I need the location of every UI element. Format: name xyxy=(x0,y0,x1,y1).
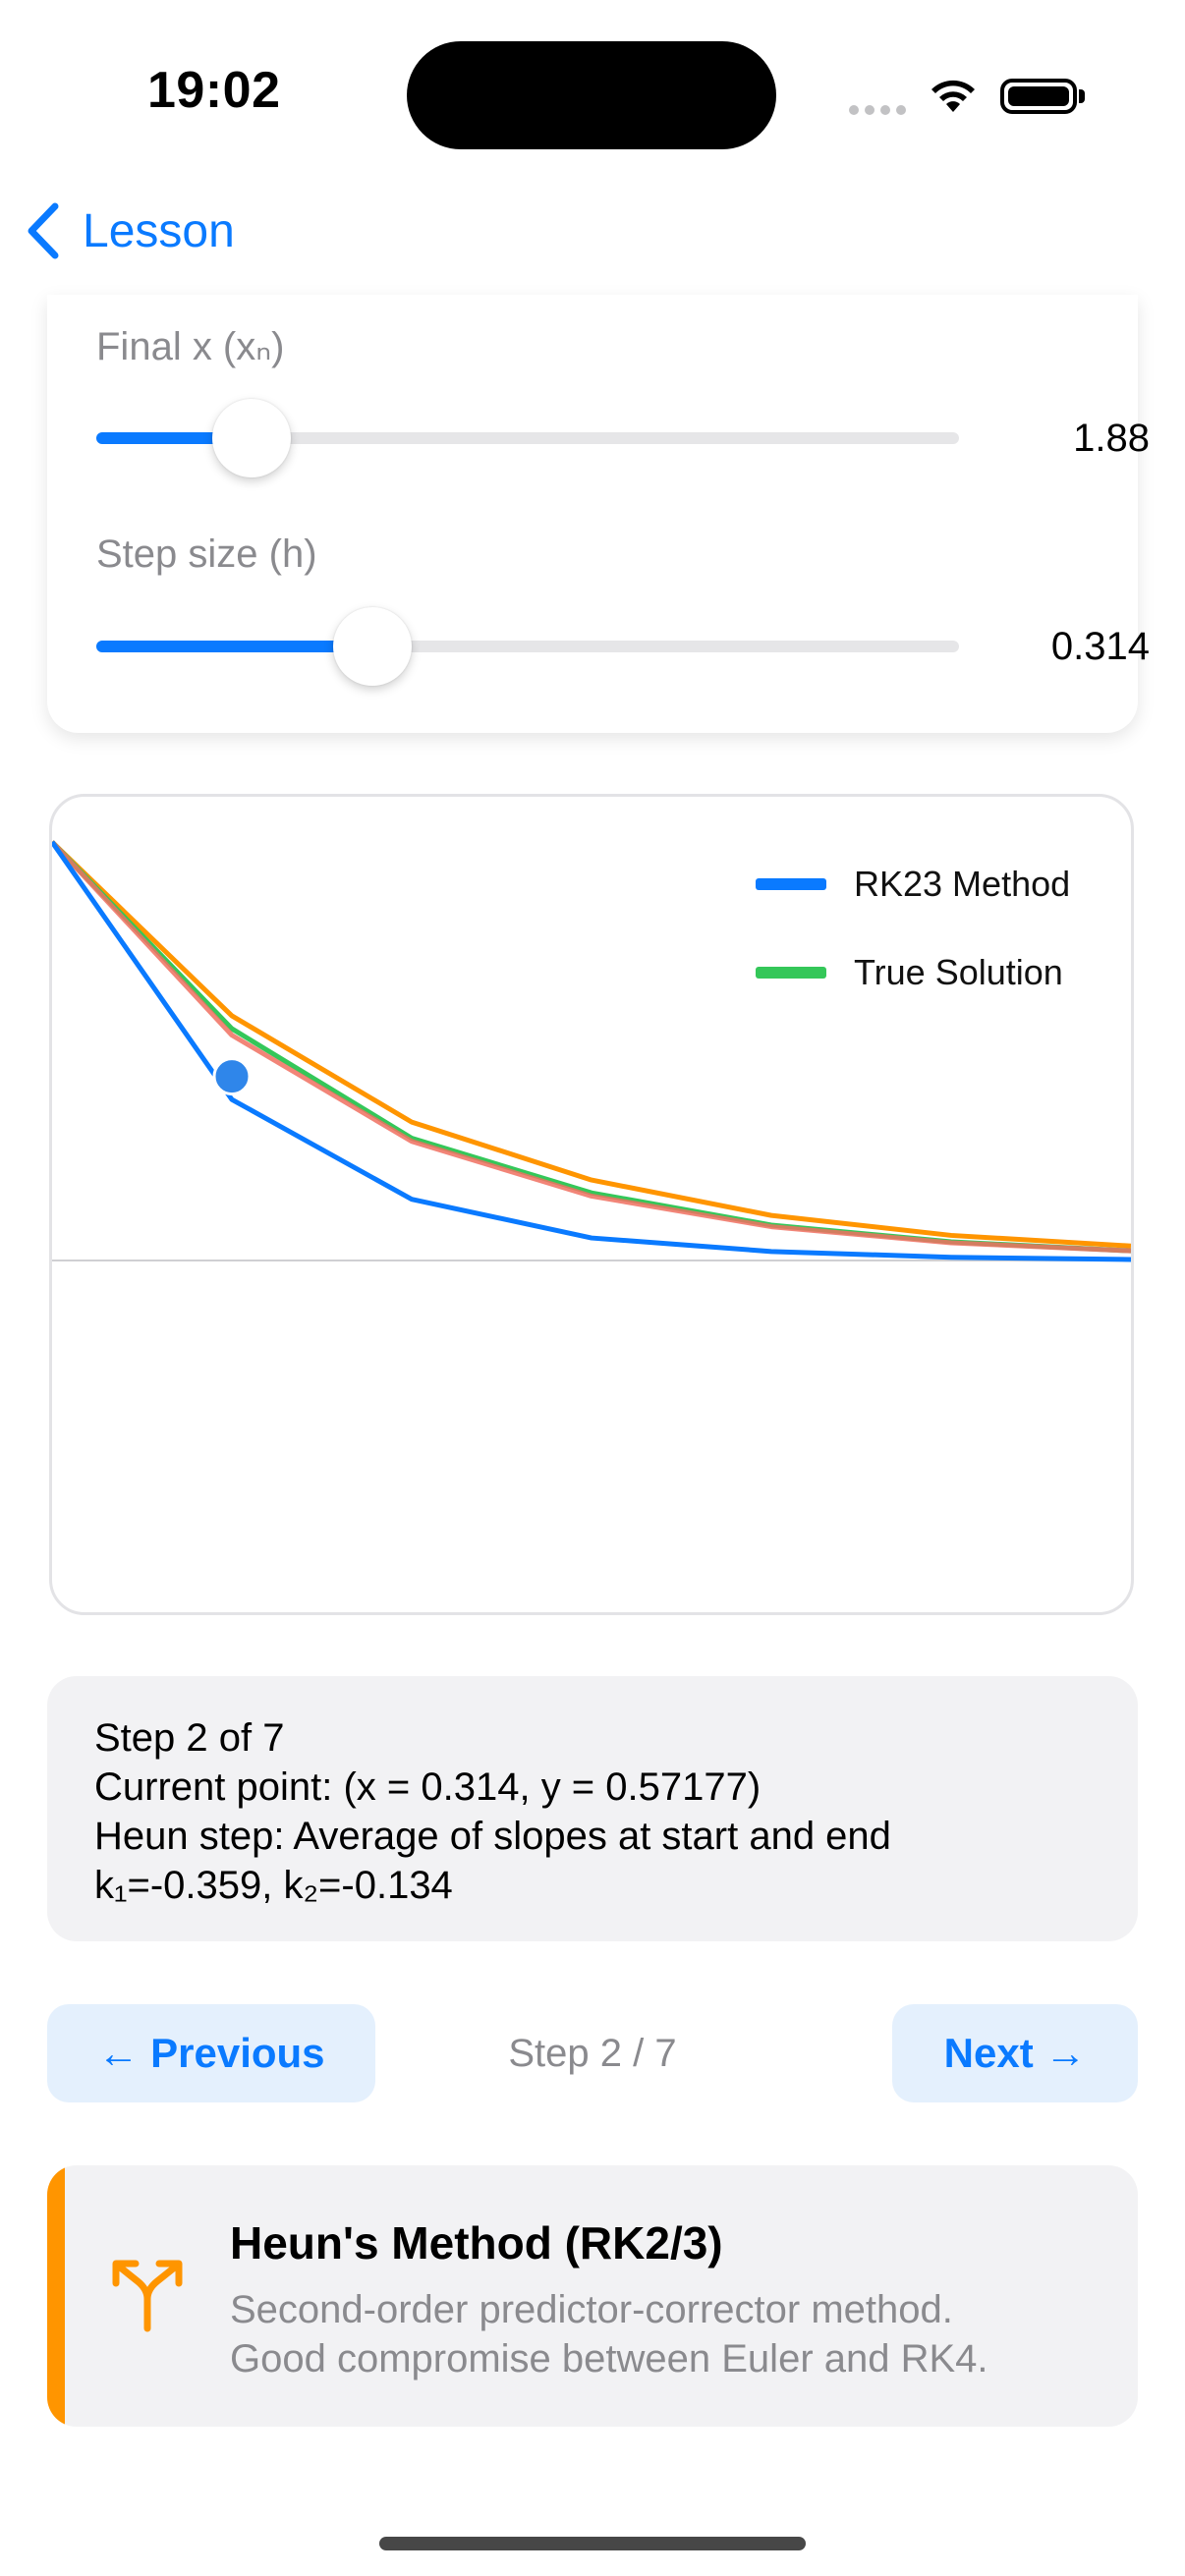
step-indicator: Step 2 / 7 xyxy=(508,2031,677,2075)
legend-swatch-true-solution xyxy=(756,967,826,979)
step-count-text: Step 2 of 7 xyxy=(94,1716,285,1760)
series-line-coral xyxy=(52,840,1131,1254)
step-size-slider-thumb[interactable] xyxy=(332,607,412,686)
series-line-orange xyxy=(52,840,1131,1249)
slopes-text: k₁=-0.359, k₂=-0.134 xyxy=(94,1864,453,1907)
solution-chart: RK23 Method True Solution xyxy=(49,794,1134,1615)
dynamic-island xyxy=(407,41,776,149)
legend-item-rk23: RK23 Method xyxy=(756,864,1070,905)
legend-swatch-rk23 xyxy=(756,878,826,890)
method-card[interactable]: Heun's Method (RK2/3) Second-order predi… xyxy=(47,2165,1138,2427)
cellular-signal-icon xyxy=(849,102,912,120)
current-point-marker[interactable] xyxy=(212,1057,252,1096)
legend-label-true-solution: True Solution xyxy=(854,952,1063,992)
next-button[interactable]: Next → xyxy=(892,2004,1138,2102)
branch-merge-icon xyxy=(112,2260,183,2332)
current-point-text: Current point: (x = 0.314, y = 0.57177) xyxy=(94,1765,762,1809)
heun-step-text: Heun step: Average of slopes at start an… xyxy=(94,1815,891,1858)
battery-icon xyxy=(1000,79,1077,114)
battery-cap xyxy=(1079,89,1085,103)
chart-legend: RK23 Method True Solution xyxy=(756,864,1070,993)
step-size-label: Step size (h) xyxy=(96,532,317,576)
legend-item-true-solution: True Solution xyxy=(756,952,1070,993)
home-indicator xyxy=(379,2537,806,2550)
step-info-box: Step 2 of 7 Current point: (x = 0.314, y… xyxy=(47,1676,1138,1941)
status-time: 19:02 xyxy=(147,62,281,119)
back-label: Lesson xyxy=(83,204,235,257)
wifi-icon xyxy=(931,80,975,112)
parameter-controls-card: Final x (xₙ) 1.88 Step size (h) 0.314 xyxy=(47,295,1150,733)
chart-plot xyxy=(52,840,1131,1262)
previous-button[interactable]: ← Previous xyxy=(47,2004,375,2102)
method-desc-line1: Second-order predictor-corrector method. xyxy=(230,2288,953,2331)
method-desc-line2: Good compromise between Euler and RK4. xyxy=(230,2337,988,2380)
chevron-left-icon xyxy=(28,202,59,259)
method-title: Heun's Method (RK2/3) xyxy=(230,2217,723,2268)
series-line-rk23 xyxy=(52,840,1131,1262)
step-size-value: 0.314 xyxy=(1050,625,1150,668)
method-accent-bar xyxy=(47,2165,65,2427)
step-size-slider[interactable] xyxy=(96,641,959,652)
back-button[interactable]: Lesson xyxy=(24,196,235,265)
step-size-slider-fill xyxy=(96,641,372,652)
final-x-label: Final x (xₙ) xyxy=(96,325,285,368)
final-x-slider-thumb[interactable] xyxy=(212,399,292,477)
legend-label-rk23: RK23 Method xyxy=(854,864,1071,904)
final-x-value: 1.88 xyxy=(1073,417,1150,460)
